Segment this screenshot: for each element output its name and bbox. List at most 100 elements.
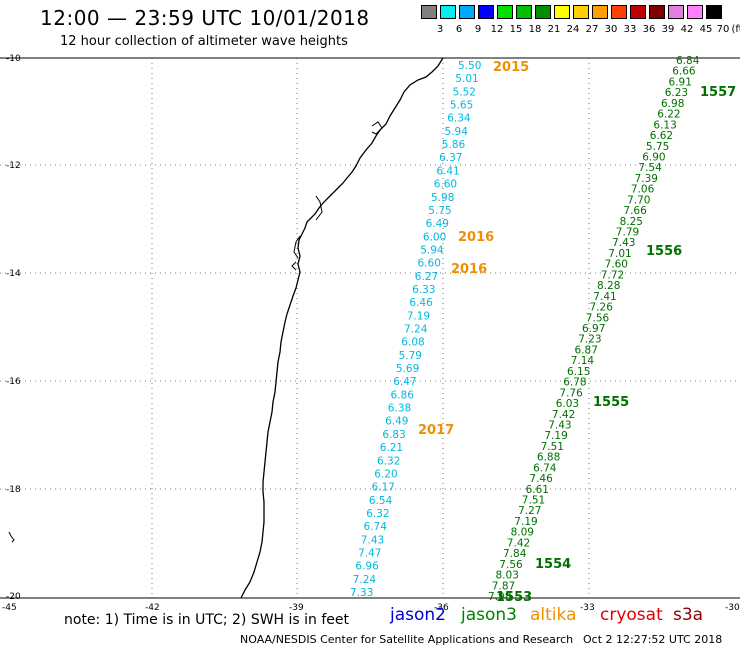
wave-height-value: 5.75 (428, 205, 451, 217)
colorbar-swatch (554, 5, 570, 19)
colorbar-swatch (668, 5, 684, 19)
colorbar-label: 30 (604, 24, 618, 35)
lon-label: -42 (145, 603, 160, 613)
wave-height-value: 5.79 (399, 350, 422, 362)
pass-id-label: 1556 (646, 244, 682, 259)
colorbar-swatch (592, 5, 608, 19)
wave-height-value: 5.86 (442, 139, 466, 151)
wave-height-value: 7.87 (492, 580, 515, 592)
lat-label: -18 (6, 485, 21, 495)
colorbar-swatch (478, 5, 494, 19)
wave-height-value: 6.46 (409, 297, 433, 309)
wave-height-value: 6.74 (533, 462, 557, 474)
wave-height-value: 7.54 (638, 162, 662, 174)
lon-label: -30 (725, 603, 740, 613)
colorbar-label: 45 (699, 24, 713, 35)
wave-height-value: 7.41 (593, 291, 616, 303)
wave-height-value: 5.98 (431, 192, 454, 204)
wave-height-value: 6.37 (439, 152, 462, 164)
map-subtitle: 12 hour collection of altimeter wave hei… (60, 34, 348, 49)
wave-height-value: 6.34 (447, 113, 471, 125)
colorbar-label: 33 (623, 24, 637, 35)
footer-credit: NOAA/NESDIS Center for Satellite Applica… (240, 633, 574, 646)
wave-height-value: 7.46 (529, 473, 553, 485)
wave-height-value: 7.43 (548, 420, 571, 432)
lat-label: -10 (6, 54, 21, 64)
wave-height-value: 6.08 (401, 337, 424, 349)
wave-height-value: 7.70 (627, 194, 650, 206)
pass-id-label: 1557 (700, 85, 736, 100)
pass-id-label: 2015 (493, 60, 529, 75)
wave-height-value: 5.01 (455, 73, 478, 85)
wave-height-value: 8.25 (620, 216, 643, 228)
colorbar-label: 12 (490, 24, 504, 35)
wave-height-value: 7.06 (631, 184, 655, 196)
lat-label: -16 (6, 377, 21, 387)
footer-timestamp: Oct 2 12:27:52 UTC 2018 (583, 633, 723, 646)
legend-cryosat: cryosat (600, 605, 663, 625)
wave-height-value: 7.23 (578, 334, 601, 346)
wave-height-value: 6.38 (388, 403, 411, 415)
wave-height-value: 6.49 (385, 416, 408, 428)
colorbar-swatch (497, 5, 513, 19)
wave-height-value: 7.76 (559, 387, 583, 399)
colorbar-swatch (630, 5, 646, 19)
pass-id-label: 2016 (451, 262, 487, 277)
wave-height-value: 6.83 (382, 429, 405, 441)
wave-height-value: 5.94 (445, 126, 469, 138)
pass-id-label: 1555 (593, 395, 629, 410)
wave-height-value: 7.19 (544, 430, 567, 442)
colorbar-label: 27 (585, 24, 599, 35)
wave-height-value: 7.42 (552, 409, 575, 421)
wave-height-value: 7.56 (499, 559, 523, 571)
pass-id-label: 2016 (458, 230, 494, 245)
wave-height-value: 7.47 (358, 548, 381, 560)
wave-height-value: 5.52 (453, 86, 476, 98)
wave-height-value: 7.27 (518, 505, 541, 517)
wave-height-value: 6.32 (366, 508, 389, 520)
lon-label: -33 (580, 603, 595, 613)
colorbar-label: 70 (716, 24, 730, 35)
pass-id-label: 1554 (535, 557, 571, 572)
wave-height-value: 6.86 (391, 389, 415, 401)
wave-height-value: 7.51 (541, 441, 564, 453)
colorbar-unit: (ft) (731, 24, 740, 35)
wave-height-value: 7.84 (503, 548, 527, 560)
colorbar-swatch (440, 5, 456, 19)
wave-height-value: 6.84 (676, 55, 700, 67)
wave-height-value: 7.72 (601, 269, 624, 281)
colorbar-swatch (687, 5, 703, 19)
wave-height-value: 6.78 (563, 377, 586, 389)
lon-label: -45 (2, 603, 17, 613)
wave-height-value: 6.60 (434, 179, 457, 191)
colorbar-label: 15 (509, 24, 523, 35)
lat-label: -12 (6, 161, 21, 171)
wave-height-value: 6.54 (369, 495, 393, 507)
wave-height-value: 7.56 (586, 312, 610, 324)
colorbar-swatch (535, 5, 551, 19)
colorbar-swatch (573, 5, 589, 19)
wave-height-value: 6.03 (556, 398, 579, 410)
wave-height-value: 6.13 (653, 119, 676, 131)
wave-height-value: 6.97 (582, 323, 605, 335)
wave-height-value: 6.15 (567, 366, 590, 378)
wave-height-value: 6.17 (372, 482, 395, 494)
lon-label: -36 (434, 603, 449, 613)
wave-height-value: 6.91 (669, 76, 692, 88)
wave-height-value: 7.98 (488, 591, 511, 603)
wave-height-value: 6.21 (380, 442, 403, 454)
legend-altika: altika (530, 605, 577, 625)
wave-height-value: 6.60 (418, 258, 441, 270)
wave-height-value: 6.74 (364, 521, 388, 533)
wave-height-value: 8.09 (511, 527, 534, 539)
legend-jason2: jason2 (390, 605, 446, 625)
colorbar-swatch (459, 5, 475, 19)
bay-inlet (291, 121, 383, 271)
wave-height-value: 7.33 (350, 587, 373, 599)
lat-label: -14 (6, 269, 21, 279)
wave-height-value: 6.88 (537, 452, 560, 464)
island-outline (8, 531, 15, 543)
wave-height-value: 5.50 (458, 60, 481, 72)
wave-height-value: 6.27 (415, 271, 438, 283)
wave-height-value: 5.94 (420, 244, 444, 256)
